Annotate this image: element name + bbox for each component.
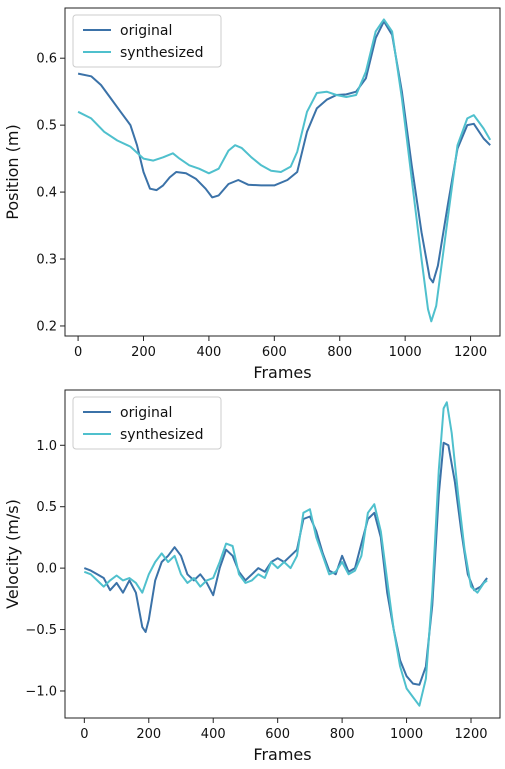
x-tick-label: 800 [327,345,352,360]
y-tick-label: 0.2 [36,319,57,334]
x-axis-label: Frames [253,363,311,382]
legend-label-synthesized: synthesized [120,45,203,61]
legend-box [72,396,222,450]
legend-label-synthesized: synthesized [120,427,203,443]
y-tick-label: 0.6 [36,52,57,67]
legend-box [72,14,222,68]
x-tick-label: 0 [80,727,88,742]
series-line-synthesized [77,18,492,323]
y-tick-label: 0.0 [36,562,57,577]
y-tick-label: 0.5 [36,500,57,515]
position-chart: 0 200 400 600 800 1000 1200 0.2 0.3 0.4 0.5 0.6 Fram… [3,7,501,382]
x-tick-label: 1000 [389,345,422,360]
x-tick-label: 600 [262,345,287,360]
y-tick-label: −0.5 [25,623,57,638]
x-tick-label: 1200 [454,727,487,742]
y-tick-label: −1.0 [25,684,57,699]
x-tick-label: 400 [201,727,226,742]
y-tick-label: 0.3 [36,253,57,268]
y-axis-label: Velocity (m/s) [3,499,22,609]
x-tick-label: 600 [265,727,290,742]
y-tick-label: 0.4 [36,186,57,201]
plot-frame [64,7,501,337]
x-tick-label: 200 [131,345,156,360]
x-tick-label: 400 [196,345,221,360]
series-line-original [77,20,491,284]
plot-frame [64,389,501,719]
y-axis-label: Position (m) [3,124,22,219]
legend-label-original: original [120,23,172,39]
x-tick-label: 800 [330,727,355,742]
x-axis-label: Frames [253,745,311,764]
x-tick-label: 1000 [390,727,423,742]
y-tick-label: 0.5 [36,119,57,134]
y-tick-label: 1.0 [36,439,57,454]
x-tick-label: 200 [136,727,161,742]
velocity-chart: 0 200 400 600 800 1000 1200 −1.0 −0.5 0.0 0.5 1.0 Fr… [3,389,501,764]
legend-label-original: original [120,405,172,421]
series-line-synthesized [83,401,488,707]
x-tick-label: 0 [74,345,82,360]
x-tick-label: 1200 [454,345,487,360]
